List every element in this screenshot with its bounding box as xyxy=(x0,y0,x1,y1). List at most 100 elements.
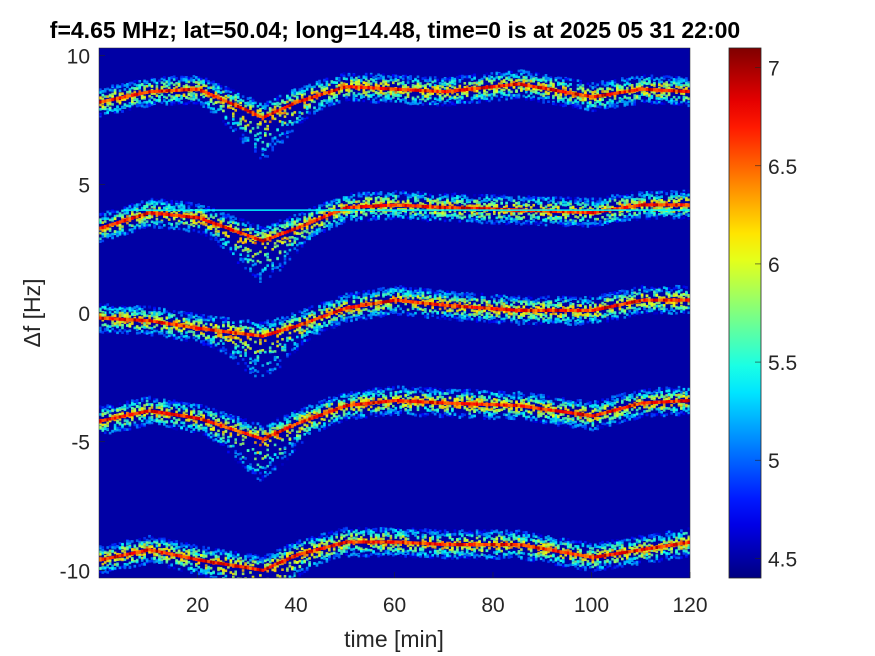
band-cell xyxy=(579,199,582,202)
band-ridge-cell xyxy=(133,93,137,97)
band-ridge-cell xyxy=(158,212,161,216)
band-cell xyxy=(564,96,567,99)
band-cell xyxy=(685,82,688,85)
band-cell xyxy=(517,93,521,96)
band-cell xyxy=(224,234,228,237)
band-cell xyxy=(606,222,609,225)
band-cell xyxy=(613,217,617,221)
band-cell xyxy=(167,79,171,83)
band-cell xyxy=(480,214,484,218)
band-cell xyxy=(559,76,563,80)
band-cell xyxy=(608,105,612,108)
band-cell xyxy=(283,101,287,104)
band-cell xyxy=(259,103,262,106)
band-ridge-cell xyxy=(293,101,297,105)
band-cell xyxy=(236,246,240,249)
band-ridge-cell xyxy=(153,211,156,215)
band-cell xyxy=(483,216,486,220)
band-cell xyxy=(350,215,353,219)
band-cell xyxy=(542,206,545,210)
band-ridge-cell xyxy=(246,234,250,238)
band-cell xyxy=(397,75,400,78)
band-cell xyxy=(177,97,181,101)
band-ridge-cell xyxy=(594,210,597,214)
band-cell xyxy=(293,111,297,114)
band-cell xyxy=(436,201,439,204)
band-cell xyxy=(542,219,545,222)
band-cell xyxy=(150,101,154,104)
band-cell xyxy=(364,84,368,87)
band-cell xyxy=(209,225,213,229)
band-cell xyxy=(172,101,176,104)
band-cell xyxy=(438,193,442,197)
band-cell xyxy=(313,85,316,89)
band-ridge-cell xyxy=(345,85,349,89)
band-cell xyxy=(512,204,516,207)
band-cell xyxy=(414,199,417,203)
band-ridge-cell xyxy=(406,204,410,208)
band-cell xyxy=(200,81,203,85)
band-ridge-cell xyxy=(200,88,203,92)
band-cell xyxy=(606,213,609,217)
band-cell xyxy=(204,229,208,232)
band-cell xyxy=(591,109,595,113)
band-cell xyxy=(281,241,284,245)
band-cell xyxy=(259,121,262,124)
band-cell xyxy=(239,237,242,240)
band-cell xyxy=(347,196,351,199)
band-cell xyxy=(266,144,269,147)
band-cell xyxy=(143,88,146,92)
band-cell xyxy=(443,78,447,81)
band-cell xyxy=(259,274,262,277)
band-cell xyxy=(266,229,269,232)
band-cell xyxy=(581,101,585,105)
band-cell xyxy=(495,87,499,90)
band-cell xyxy=(505,94,508,97)
band-cell xyxy=(397,90,400,94)
band-cell xyxy=(352,215,356,218)
band-ridge-cell xyxy=(121,95,124,99)
band-cell xyxy=(229,224,233,227)
band-cell xyxy=(138,221,141,224)
band-cell xyxy=(254,241,257,245)
band-cell xyxy=(222,218,225,221)
band-cell xyxy=(441,212,444,215)
band-cell xyxy=(670,76,673,80)
band-ridge-cell xyxy=(185,214,188,219)
band-cell xyxy=(394,79,398,82)
band-cell xyxy=(150,200,154,204)
band-cell xyxy=(175,222,178,225)
band-cell xyxy=(394,213,398,216)
band-cell xyxy=(330,225,334,228)
band-cell xyxy=(453,199,457,203)
band-ridge-cell xyxy=(227,100,230,104)
band-cell xyxy=(232,118,235,121)
band-cell xyxy=(419,82,422,85)
band-cell xyxy=(180,79,183,82)
band-cell xyxy=(542,212,545,216)
band-cell xyxy=(261,149,265,153)
band-cell xyxy=(195,212,198,216)
band-cell xyxy=(190,79,193,82)
band-cell xyxy=(470,204,474,208)
band-cell xyxy=(626,82,629,85)
band-cell xyxy=(192,78,196,82)
band-cell xyxy=(288,90,292,93)
band-cell xyxy=(108,233,112,236)
band-cell xyxy=(606,217,609,221)
band-cell xyxy=(557,81,560,84)
band-cell xyxy=(665,86,668,89)
band-cell xyxy=(438,217,442,221)
band-cell xyxy=(473,213,476,216)
band-cell xyxy=(611,217,614,221)
band-cell xyxy=(207,81,210,85)
band-cell xyxy=(355,94,358,97)
band-cell xyxy=(559,103,563,107)
band-cell xyxy=(586,107,590,111)
band-cell xyxy=(300,112,304,115)
band-cell xyxy=(397,211,400,215)
band-cell xyxy=(204,84,208,88)
band-ridge-cell xyxy=(123,218,127,222)
band-cell xyxy=(192,224,196,228)
band-cell xyxy=(562,97,565,101)
